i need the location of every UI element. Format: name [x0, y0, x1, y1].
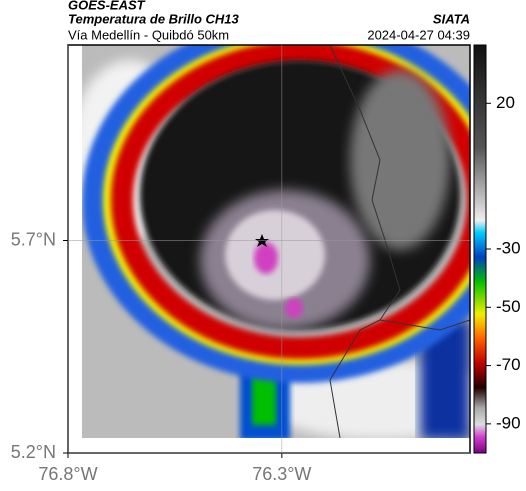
- x-tick-label: 76.8°W: [38, 464, 97, 484]
- colorbar: [473, 44, 487, 454]
- datetime: 2024-04-27 04:39: [367, 27, 470, 42]
- colorbar-tick-label: -70: [496, 355, 521, 374]
- colorbar-tick-label: -30: [496, 238, 521, 257]
- colorbar-tick-label: -50: [496, 297, 521, 316]
- title: GOES-EAST: [68, 0, 146, 12]
- colorbar-tick-label: -90: [496, 413, 521, 432]
- y-tick-label: 5.7°N: [11, 229, 56, 249]
- satellite-image: [82, 45, 470, 438]
- x-tick-label: 76.3°W: [252, 464, 311, 484]
- colorbar-tick-label: 20: [496, 93, 515, 112]
- location: Vía Medellín - Quibdó 50km: [68, 27, 229, 42]
- subtitle: Temperatura de Brillo CH13: [68, 11, 240, 26]
- y-tick-label: 5.2°N: [11, 442, 56, 462]
- source: SIATA: [433, 11, 470, 26]
